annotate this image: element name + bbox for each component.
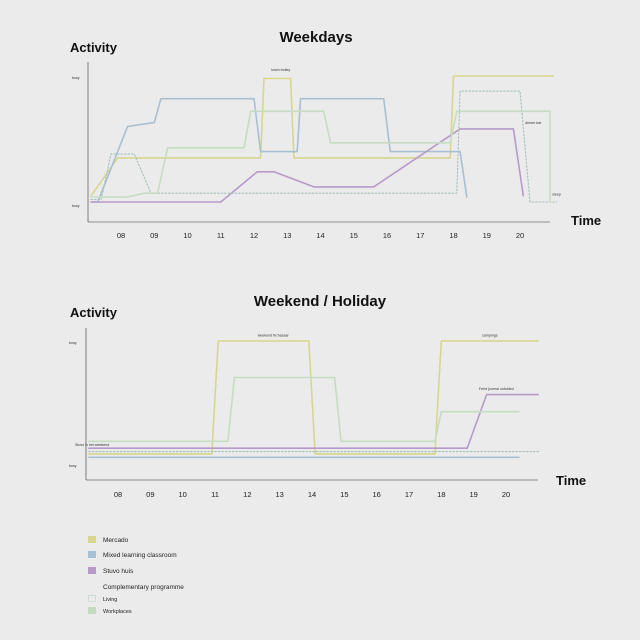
weekend-tick-13: 13 <box>275 490 283 499</box>
weekend-tick-10: 10 <box>178 490 186 499</box>
weekdays-y-high-label: busy <box>72 76 80 80</box>
legend-swatch-mercado <box>88 536 96 543</box>
weekend-tick-18: 18 <box>437 490 445 499</box>
weekend-tick-17: 17 <box>405 490 413 499</box>
weekdays-tick-13: 13 <box>283 231 291 240</box>
legend-label-mercado: Mercado <box>103 537 129 544</box>
weekdays-tick-12: 12 <box>250 231 258 240</box>
legend-label-complementary-programme: Complementary programme <box>103 584 184 591</box>
legend-label-mixed-learning-classroom: Mixed learning classroom <box>103 552 177 559</box>
weekend-tick-15: 15 <box>340 490 348 499</box>
weekend-title: Weekend / Holiday <box>254 293 387 310</box>
weekend-annotation-0: weekend fix bazaar <box>258 333 290 337</box>
weekend-series-workplaces <box>88 376 520 443</box>
legend: Mercado Mixed learning classroom Stuvo hui… <box>88 536 184 615</box>
weekdays-tick-16: 16 <box>383 231 391 240</box>
weekend-tick-16: 16 <box>372 490 380 499</box>
weekdays-tick-18: 18 <box>449 231 457 240</box>
weekdays-tick-14: 14 <box>316 231 324 240</box>
weekdays-tick-10: 10 <box>183 231 191 240</box>
weekdays-annotation-0: lunch trolley <box>271 68 290 72</box>
weekend-chart: Weekend / Holiday Activity Time busy bus… <box>69 293 586 499</box>
weekend-series <box>88 340 540 459</box>
weekend-tick-19: 19 <box>469 490 477 499</box>
legend-label-living: Living <box>103 597 117 603</box>
weekdays-chart: Weekdays Activity Time busy busy 08 09 10 1… <box>70 29 601 240</box>
weekend-annotation-2: Stuvo in het weekend <box>75 443 109 447</box>
weekend-tick-08: 08 <box>114 490 122 499</box>
weekend-tick-14: 14 <box>308 490 316 499</box>
weekend-y-high-label: busy <box>69 341 77 345</box>
legend-swatch-stuvo-huis <box>88 567 96 574</box>
weekdays-series-living <box>90 90 558 203</box>
weekdays-series-mixed-learning-classroom <box>90 97 468 203</box>
weekdays-tick-08: 08 <box>117 231 125 240</box>
weekdays-y-low-label: busy <box>72 204 80 208</box>
weekdays-series-stuvo-huis <box>90 128 525 203</box>
weekend-y-low-label: busy <box>69 464 77 468</box>
weekdays-series-workplaces <box>90 110 551 203</box>
weekdays-annotations: lunch trolley dinner bar sleep <box>271 68 561 197</box>
weekdays-title: Weekdays <box>279 29 352 46</box>
legend-swatch-workplaces <box>88 607 96 614</box>
legend-swatch-mixed-learning-classroom <box>88 551 96 558</box>
weekend-y-label: Activity <box>70 305 118 320</box>
weekdays-tick-15: 15 <box>350 231 358 240</box>
weekend-annotation-1: campings <box>482 333 498 337</box>
weekend-tick-09: 09 <box>146 490 154 499</box>
weekdays-y-label: Activity <box>70 40 118 55</box>
legend-label-stuvo-huis: Stuvo huis <box>103 568 134 575</box>
weekend-annotations: weekend fix bazaar campings Stuvo in het w… <box>75 333 514 446</box>
weekend-tick-20: 20 <box>502 490 510 499</box>
weekdays-annotation-2: sleep <box>552 193 561 197</box>
legend-label-workplaces: Workplaces <box>103 609 132 615</box>
weekdays-tick-labels: 08 09 10 11 12 13 14 15 16 17 18 19 20 <box>117 231 524 240</box>
weekend-series-stuvo-huis <box>88 393 540 450</box>
weekend-annotation-3: Feed journal unfolded <box>479 387 514 391</box>
weekend-series-mercado <box>88 340 540 455</box>
weekend-tick-12: 12 <box>243 490 251 499</box>
weekend-tick-11: 11 <box>211 490 219 499</box>
weekdays-x-label: Time <box>571 213 601 228</box>
weekdays-tick-09: 09 <box>150 231 158 240</box>
weekend-tick-labels: 08 09 10 11 12 13 14 15 16 17 18 19 20 <box>114 490 510 499</box>
weekdays-series <box>90 75 558 203</box>
weekdays-tick-19: 19 <box>483 231 491 240</box>
weekdays-tick-11: 11 <box>217 231 225 240</box>
legend-swatch-living <box>88 595 96 602</box>
weekdays-tick-20: 20 <box>516 231 524 240</box>
weekdays-tick-17: 17 <box>416 231 424 240</box>
weekdays-annotation-1: dinner bar <box>525 121 542 125</box>
weekend-x-label: Time <box>556 473 586 488</box>
